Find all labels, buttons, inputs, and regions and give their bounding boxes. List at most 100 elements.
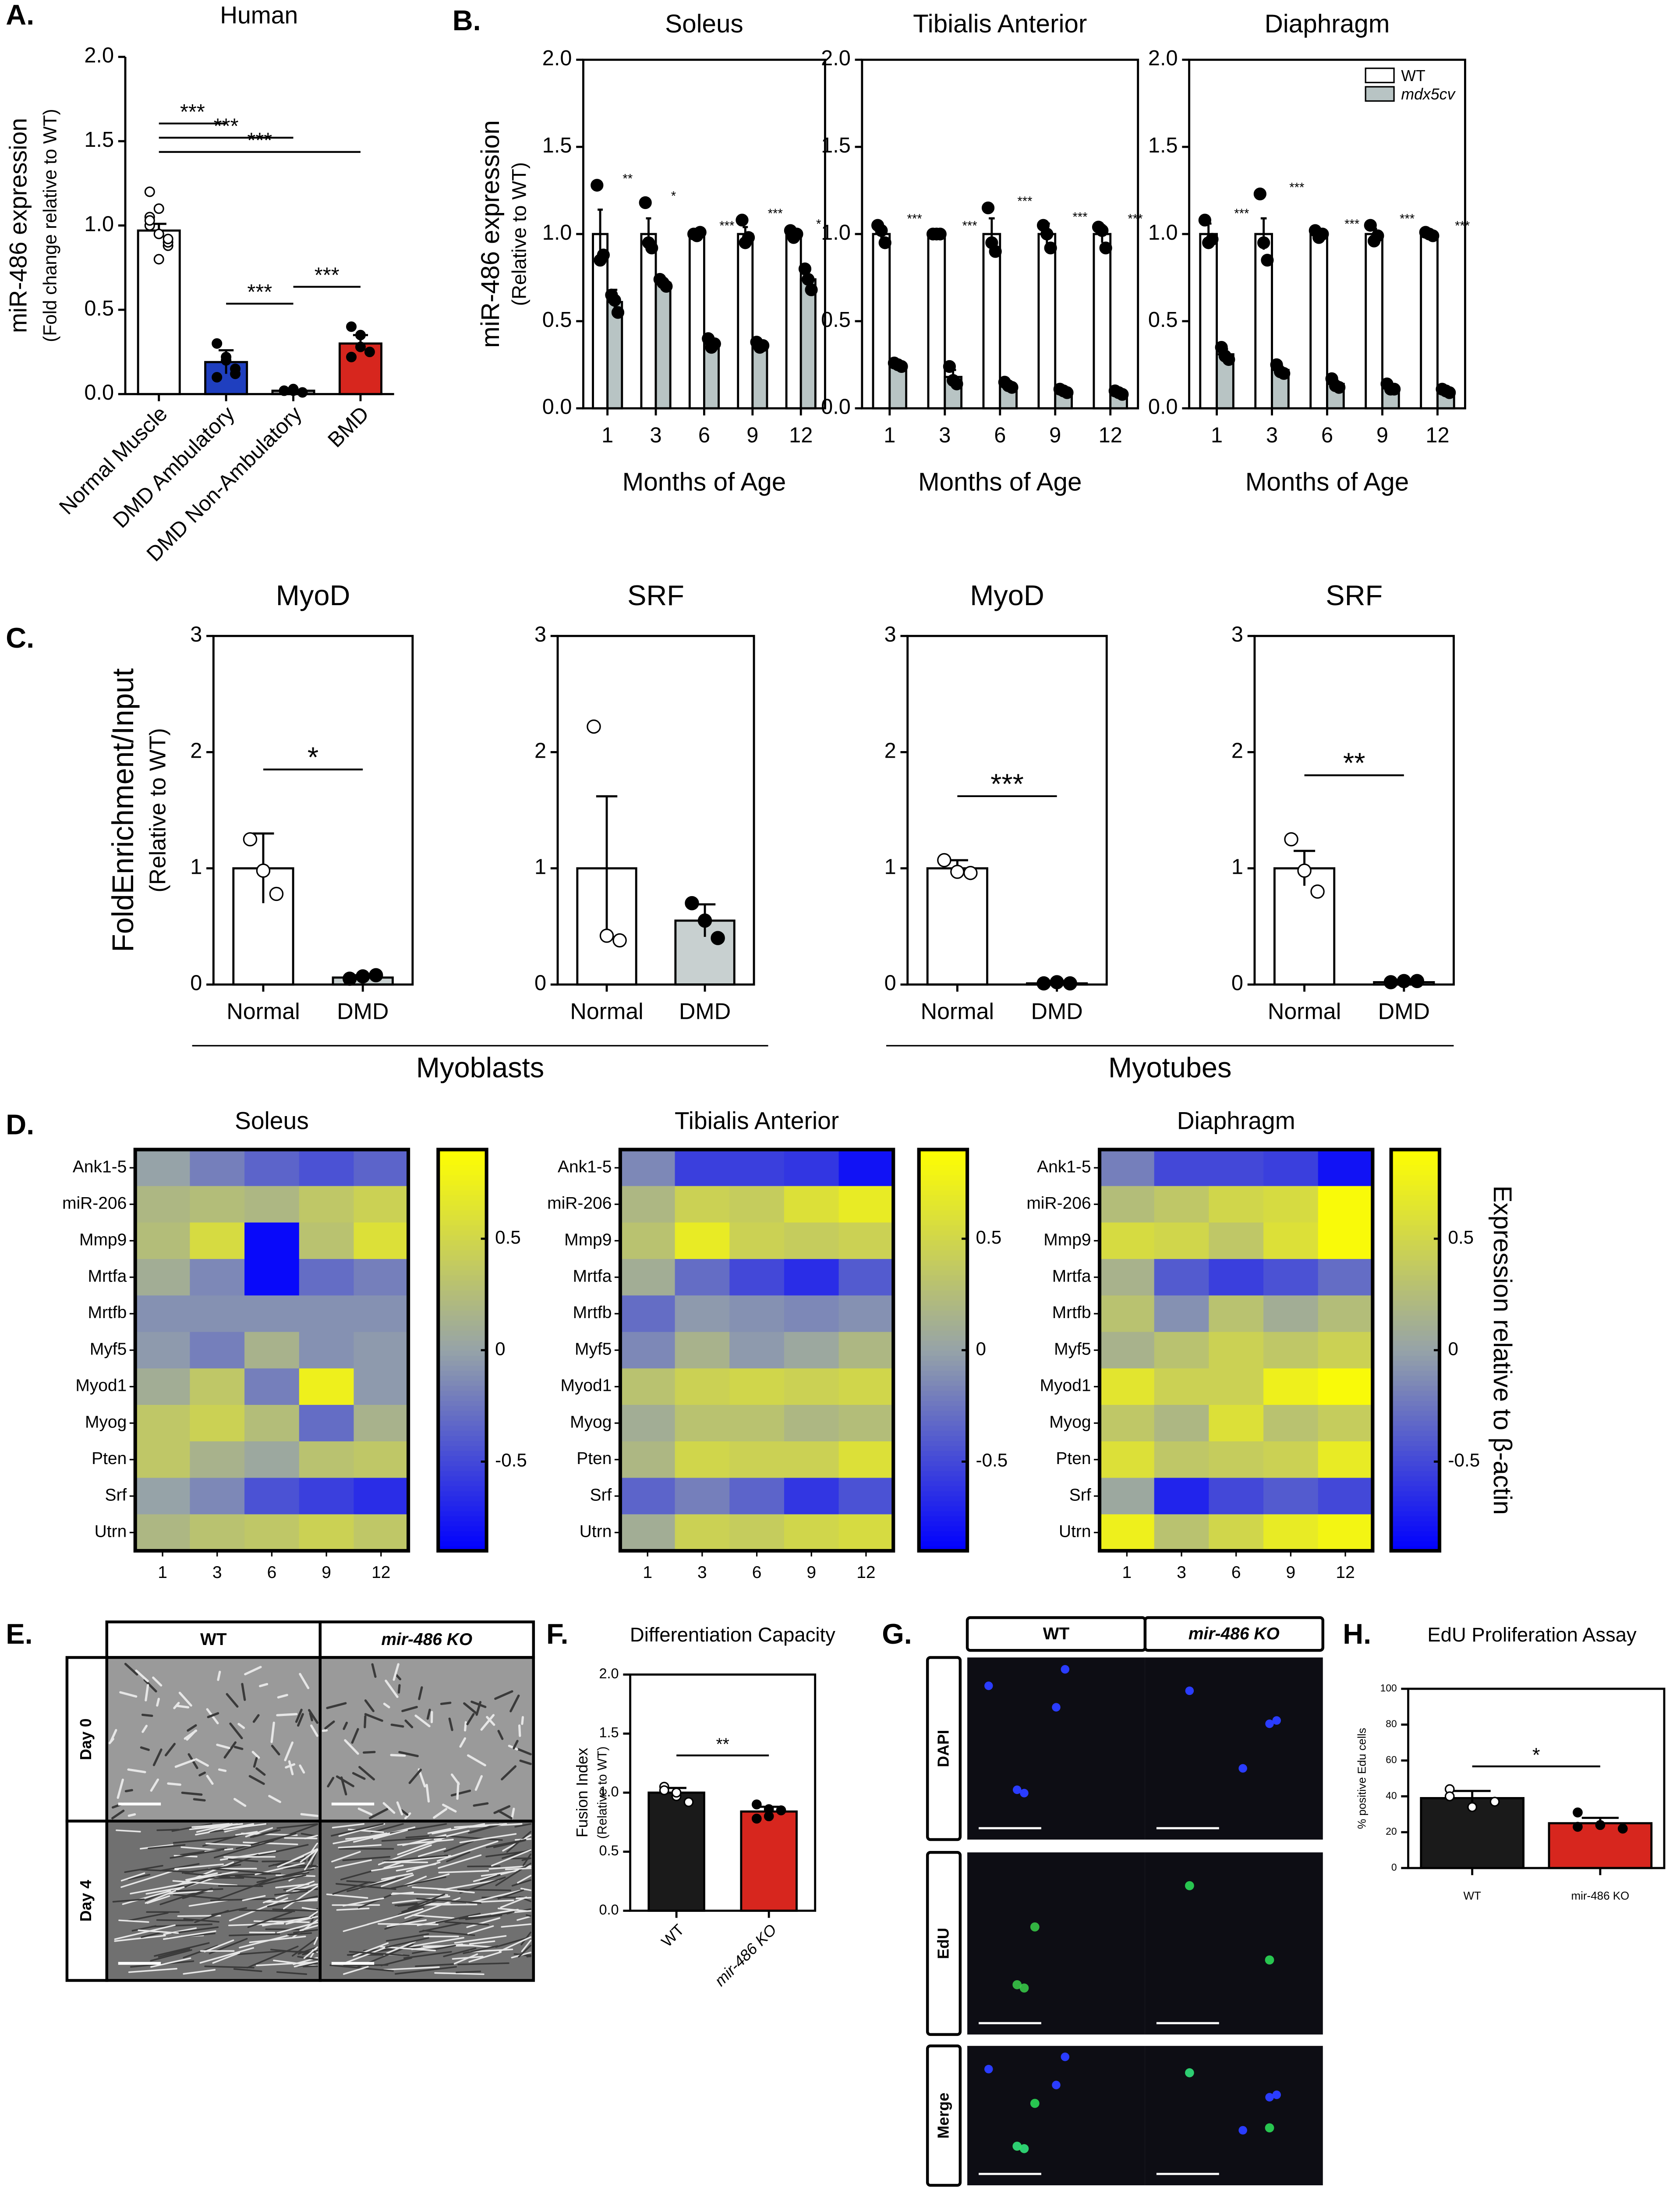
cell xyxy=(181,1791,203,1796)
significance-label: *** xyxy=(180,100,205,124)
heatmap-cell xyxy=(354,1514,409,1552)
cell xyxy=(297,1956,318,1961)
data-point xyxy=(144,186,155,197)
cell xyxy=(237,1723,245,1729)
colorbar-tick-label: -0.5 xyxy=(495,1450,527,1471)
x-tick-label: 9 xyxy=(1376,424,1388,447)
bar xyxy=(647,1791,705,1912)
data-point xyxy=(611,306,625,319)
heatmap-cell xyxy=(1209,1514,1264,1552)
group-label: Myoblasts xyxy=(416,1052,544,1084)
heatmap-cell xyxy=(1100,1222,1155,1260)
micrograph-bg xyxy=(105,1656,322,1823)
cell xyxy=(322,1729,328,1732)
heatmap-cell xyxy=(1209,1295,1264,1333)
cell xyxy=(288,1760,294,1776)
colorbar-slice xyxy=(1391,1375,1440,1381)
heatmap-cell xyxy=(838,1441,894,1478)
colorbar-slice xyxy=(919,1244,968,1251)
cell xyxy=(437,1888,475,1893)
significance-label: *** xyxy=(1072,210,1087,224)
heatmap-cell xyxy=(1100,1478,1155,1515)
colorbar-slice xyxy=(438,1215,487,1220)
y-tick-label: 2 xyxy=(1231,739,1243,762)
row-label: Myf5 xyxy=(575,1340,612,1358)
cell xyxy=(493,1805,511,1814)
colorbar-slice xyxy=(919,1270,968,1276)
row-label: Pten xyxy=(92,1449,127,1468)
data-point xyxy=(736,213,749,227)
cell xyxy=(425,1783,430,1803)
colorbar-slice xyxy=(1391,1189,1440,1195)
cell xyxy=(258,1874,307,1886)
cell xyxy=(174,1863,224,1870)
bar xyxy=(785,233,802,410)
data-point xyxy=(757,339,770,352)
cell xyxy=(380,1946,436,1952)
colorbar-slice xyxy=(438,1265,487,1271)
colorbar-slice xyxy=(919,1521,968,1527)
y-tick-label: 0.0 xyxy=(542,395,572,419)
colorbar-slice xyxy=(919,1395,968,1401)
cell xyxy=(275,1883,310,1889)
colorbar-slice xyxy=(919,1350,968,1356)
y-tick-label: 0 xyxy=(884,971,896,995)
colorbar-slice xyxy=(1391,1475,1440,1482)
colorbar-slice xyxy=(1391,1370,1440,1376)
cell xyxy=(170,1849,225,1859)
cell xyxy=(250,1829,278,1838)
cell xyxy=(398,1751,419,1758)
heatmap-cell xyxy=(1209,1222,1264,1260)
column-label: 12 xyxy=(1336,1563,1355,1582)
heatmap-cell xyxy=(675,1478,730,1515)
cell xyxy=(145,1684,149,1702)
colorbar-slice xyxy=(1391,1250,1440,1256)
data-point xyxy=(587,719,601,734)
heatmap-cell xyxy=(838,1149,894,1187)
data-point xyxy=(764,1804,774,1814)
cell xyxy=(244,1666,262,1676)
heatmap-cell xyxy=(1209,1368,1264,1406)
cell xyxy=(308,1709,318,1724)
heatmap-cell xyxy=(190,1514,245,1552)
cell xyxy=(475,1701,482,1716)
colorbar-slice xyxy=(919,1535,968,1542)
data-point xyxy=(355,969,370,984)
cell xyxy=(276,1922,318,1934)
cell xyxy=(174,1758,195,1768)
cell xyxy=(336,1775,354,1787)
bar xyxy=(1037,233,1057,410)
heatmap-cell xyxy=(354,1441,409,1478)
cell xyxy=(386,1933,429,1942)
heatmap-cell xyxy=(190,1259,245,1296)
cell xyxy=(249,1844,309,1858)
heatmap-cell xyxy=(784,1186,839,1223)
heatmap-cell xyxy=(190,1222,245,1260)
cell xyxy=(176,1888,223,1892)
column-label: 12 xyxy=(371,1563,390,1582)
colorbar-slice xyxy=(919,1435,968,1441)
panel-label: G. xyxy=(882,1618,912,1650)
heatmap-cell xyxy=(1209,1186,1264,1223)
y-tick-label: 80 xyxy=(1386,1718,1397,1730)
heatmap-cell xyxy=(675,1186,730,1223)
colorbar-slice xyxy=(919,1360,968,1366)
cell xyxy=(442,1804,457,1813)
colorbar-slice xyxy=(438,1465,487,1471)
cell xyxy=(294,1961,318,1968)
data-point xyxy=(1426,229,1439,242)
heatmap-cell xyxy=(620,1478,676,1515)
cell xyxy=(415,1963,454,1967)
y-tick-label: 0.5 xyxy=(821,308,851,332)
cell xyxy=(303,1946,318,1959)
colorbar-slice xyxy=(919,1195,968,1201)
data-point xyxy=(711,931,725,945)
heatmap-cell xyxy=(1154,1514,1210,1552)
cell xyxy=(373,1829,408,1840)
colorbar-slice xyxy=(919,1285,968,1291)
y-axis-label: miR-486 expression xyxy=(476,120,505,348)
cell xyxy=(497,1809,513,1819)
y-tick-label: 2.0 xyxy=(821,46,851,70)
bar xyxy=(1420,233,1439,410)
heatmap-cell xyxy=(729,1441,785,1478)
